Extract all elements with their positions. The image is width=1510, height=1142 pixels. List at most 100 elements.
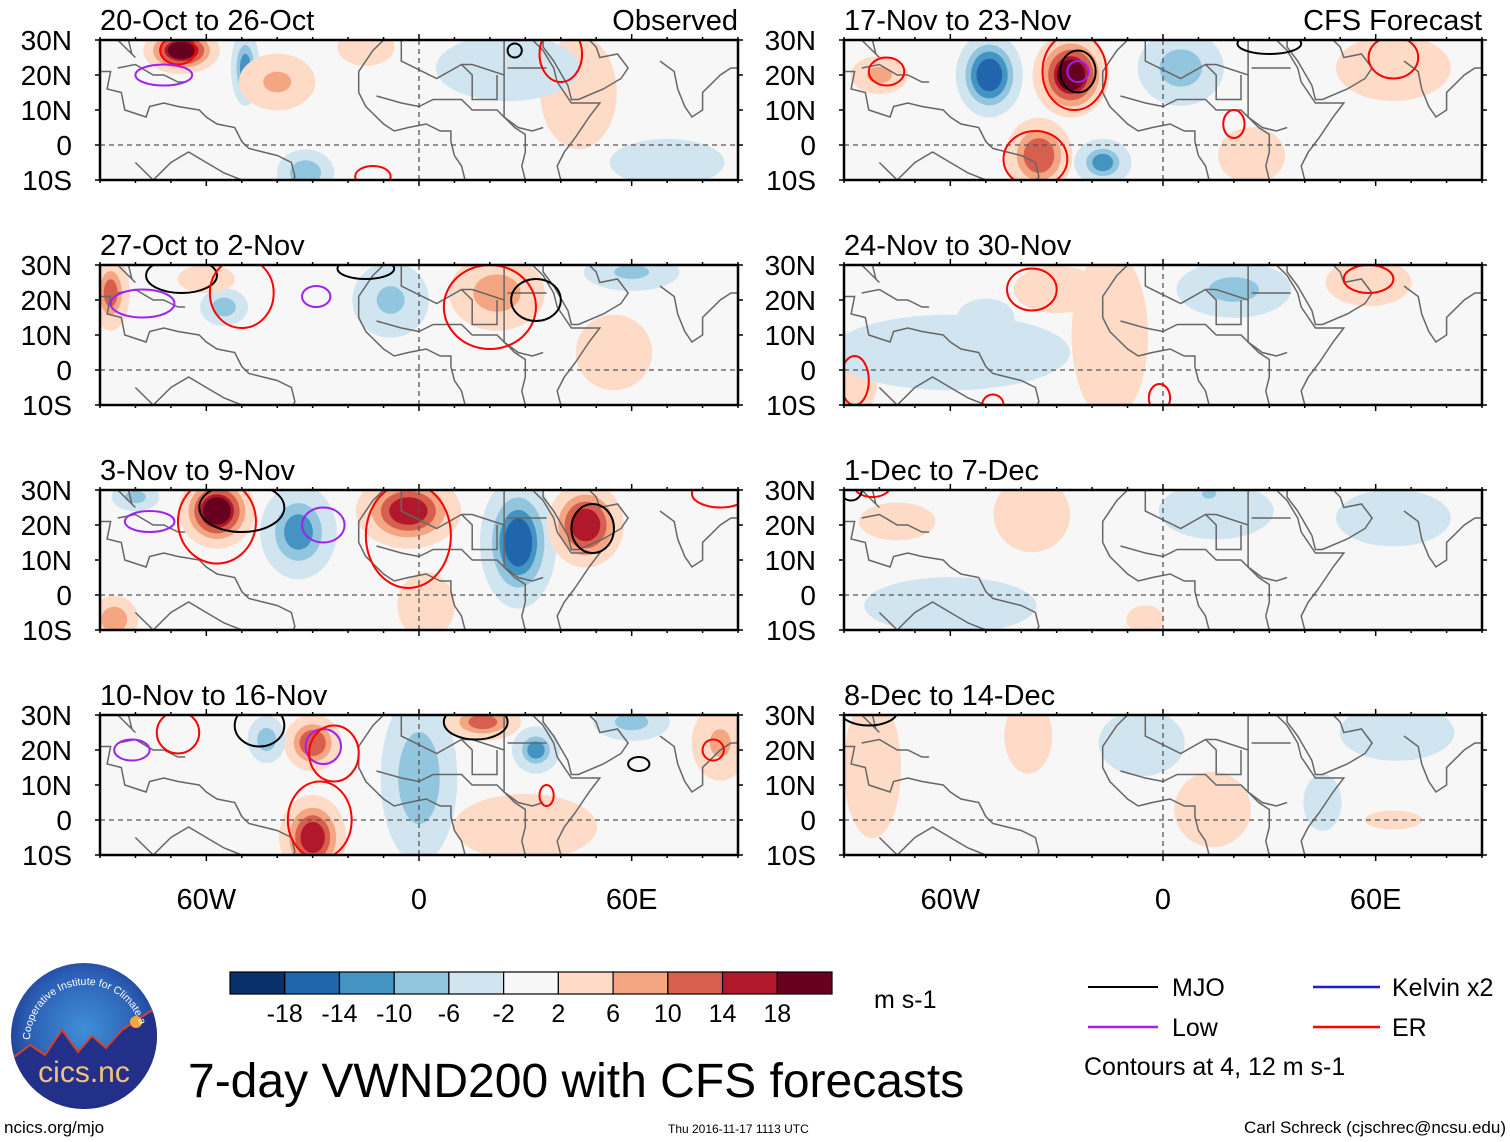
anomaly-level	[1016, 717, 1041, 755]
anomaly-level	[1159, 49, 1202, 87]
contour-er	[1342, 265, 1395, 294]
anomaly-northerly	[593, 715, 670, 741]
contour-legend: MJO Kelvin x2 Low ER Contours at 4, 12 m…	[1084, 974, 1493, 1081]
anomaly-level	[101, 606, 128, 630]
anomaly-level	[1092, 153, 1114, 172]
anomaly-level	[1208, 277, 1259, 302]
anomaly-level	[186, 269, 226, 289]
border-south-america	[878, 601, 987, 630]
contour-mjo	[198, 490, 286, 533]
anomaly-southerly	[143, 40, 220, 75]
coastline-arabia	[542, 715, 630, 776]
anomaly-northerly	[1137, 40, 1224, 106]
border-south-america	[878, 376, 987, 405]
anomaly-level	[1365, 51, 1422, 85]
map-panel-p1: 30N 20N 10N 0 10S 20-Oct to 26-Oct Observed	[21, 5, 743, 196]
colorbar-swatch	[229, 971, 286, 995]
border-south-america	[878, 151, 987, 180]
legend-label-er: ER	[1392, 1014, 1427, 1042]
footer-timestamp: Thu 2016-11-17 1113 UTC	[668, 1122, 809, 1136]
coastline-americas	[100, 295, 296, 405]
border-south-america	[878, 826, 987, 855]
contour-er	[1367, 40, 1420, 80]
contour-er	[538, 784, 555, 807]
coastline-arabia	[1286, 40, 1374, 101]
coastline-caribbean	[861, 288, 930, 308]
border-chad	[1204, 288, 1242, 326]
anomaly-level	[615, 715, 649, 731]
border-sahel	[376, 95, 544, 132]
coastline-india	[659, 285, 738, 344]
coastline-americas	[844, 70, 1040, 180]
anomaly-level	[284, 514, 313, 550]
anomaly-level	[203, 497, 231, 525]
coastline-east-africa	[531, 490, 602, 630]
border-sahel	[1120, 95, 1288, 132]
y-tick-label: 30N	[21, 250, 72, 281]
contour-mjo	[627, 756, 651, 772]
anomaly-northerly	[583, 265, 680, 291]
colorbar-swatch	[721, 971, 778, 995]
y-tick-label: 10N	[21, 320, 72, 351]
anomaly-southerly	[691, 715, 738, 781]
coastline-florida	[100, 715, 136, 734]
y-tick-label: 0	[800, 355, 816, 386]
legend-label-low: Low	[1172, 1014, 1219, 1042]
anomaly-southerly	[1335, 40, 1451, 102]
border-chad	[460, 63, 498, 101]
contours	[844, 490, 891, 502]
coastline-americas	[100, 745, 296, 855]
y-tick-label: 10S	[766, 840, 816, 871]
y-tick-label: 0	[800, 580, 816, 611]
anomaly-level	[527, 741, 545, 759]
contour-mjo	[1236, 40, 1303, 55]
contour-low	[109, 288, 176, 319]
y-tick-label: 10N	[765, 320, 816, 351]
map-panel-p5: 30N 20N 10N 0 10S 17-Nov to 23-Nov CFS Forecas…	[765, 5, 1487, 196]
coastline-west-africa	[357, 265, 466, 405]
anomaly-field	[844, 715, 1482, 855]
border-sahel	[376, 320, 544, 357]
coastline-caribbean	[861, 738, 930, 758]
anomaly-level	[1313, 788, 1332, 817]
coastline-east-africa	[1275, 265, 1346, 405]
anomaly-northerly	[1098, 715, 1185, 777]
contour-er	[981, 393, 1005, 405]
map-panel-p8: 30N 20N 10N 0 10S 8-Dec to 14-Dec 60W 0 60E	[765, 680, 1487, 916]
contour-low	[301, 285, 332, 308]
coastline-florida	[100, 490, 136, 509]
footer-url[interactable]: ncics.org/mjo	[4, 1118, 104, 1137]
anomaly-level	[473, 274, 521, 312]
panel-corner-label: Observed	[612, 5, 738, 37]
colorbar-swatch	[393, 971, 450, 995]
contour-mjo	[570, 503, 615, 554]
border-sahel	[1120, 770, 1288, 807]
colorbar-swatch	[284, 971, 341, 995]
contour-mjo	[233, 715, 286, 748]
coastline-west-africa	[1101, 265, 1210, 405]
coastlines	[844, 40, 1482, 180]
coastline-india	[1403, 285, 1482, 344]
coastlines	[100, 265, 738, 405]
colorbar-tick-label: -14	[321, 1000, 357, 1028]
coastline-east-africa	[531, 265, 602, 405]
contour-er	[155, 715, 201, 755]
panel-title: 8-Dec to 14-Dec	[844, 680, 1055, 712]
anomaly-southerly	[858, 502, 936, 541]
anomaly-level	[632, 148, 703, 177]
panel-title: 24-Nov to 30-Nov	[844, 230, 1072, 262]
contour-er	[308, 724, 360, 783]
y-tick-label: 30N	[21, 25, 72, 56]
anomaly-level	[257, 727, 277, 752]
anomaly-southerly	[1325, 265, 1412, 307]
contours	[123, 490, 738, 589]
logo-mountains	[11, 1005, 157, 1109]
anomaly-level	[504, 518, 533, 567]
colorbar-swatch	[503, 971, 559, 995]
y-tick-label: 20N	[21, 60, 72, 91]
anomaly-level	[595, 333, 633, 372]
anomaly-northerly	[609, 138, 725, 180]
coastlines	[100, 40, 738, 180]
anomaly-level	[1365, 504, 1422, 532]
anomaly-southerly	[1218, 127, 1286, 180]
